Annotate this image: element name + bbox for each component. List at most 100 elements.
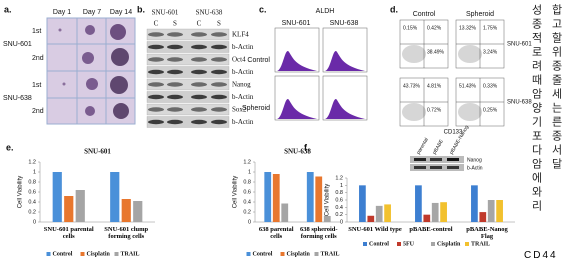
group-label: SNU-638 [3, 95, 32, 102]
protein-label: Sox2 [232, 106, 247, 114]
blot-strip [146, 103, 230, 116]
y-tick-label: 0.2 [28, 209, 36, 215]
bar [367, 215, 375, 222]
lane-label: C [197, 20, 202, 28]
x-tick-label: SNU-601 Wild type [348, 226, 402, 233]
band [211, 82, 227, 87]
band [211, 69, 227, 75]
side-text: CD44 [524, 250, 558, 261]
band [167, 44, 183, 50]
inset-blot [410, 156, 464, 171]
band [148, 82, 164, 87]
y-tick-label: 1 [248, 169, 251, 175]
y-tick-label: 0.8 [243, 179, 251, 185]
x-tick-label: pBABE-Nanog Flag [466, 226, 508, 240]
bar [281, 203, 289, 222]
band [191, 82, 207, 87]
legend-label: TRAIL [121, 251, 140, 257]
legend-swatch [114, 252, 119, 256]
band [167, 119, 183, 125]
band [148, 94, 164, 100]
blot-strip [146, 116, 230, 128]
legend-swatch [246, 252, 251, 256]
blot-strip [146, 28, 230, 41]
band [167, 57, 183, 62]
blot-strip [146, 66, 230, 78]
bar [431, 202, 439, 222]
row-label: 2nd [32, 108, 44, 115]
panel-label: c. [259, 4, 267, 14]
bar [133, 201, 143, 222]
y-tick-label: 1 [33, 169, 36, 175]
legend-swatch [80, 252, 85, 256]
quadrant-value: 51.43% [459, 83, 477, 89]
histogram [277, 51, 317, 71]
quadrant-value: 13.32% [459, 25, 477, 31]
y-tick-label: 0.6 [335, 197, 343, 203]
y-axis-label: Cell Viability [18, 176, 24, 209]
quadrant-value: 0.33% [483, 83, 498, 89]
column-label: Day 7 [83, 9, 101, 16]
cell-cloud [458, 103, 482, 121]
quadrant-value: 0.15% [403, 25, 418, 31]
histogram [277, 99, 317, 119]
column-label: Day 1 [53, 9, 71, 16]
y-tick-label: 1.2 [28, 159, 36, 165]
column-label: Spheroid [466, 11, 494, 18]
side-text: 합고할위종줄세는른종서달 [550, 4, 563, 172]
bar [315, 176, 323, 222]
panel-label: b. [137, 4, 145, 14]
bar [75, 190, 85, 222]
histogram [325, 99, 365, 119]
inset-label: parental [416, 137, 430, 156]
band [167, 107, 183, 112]
y-tick-label: 0.8 [335, 190, 343, 196]
y-tick-label: 1.2 [335, 175, 343, 181]
bar [359, 185, 366, 222]
band [148, 57, 164, 62]
histograms [274, 27, 368, 121]
y-axis-label: Cell Viability [233, 176, 239, 209]
chart-title: SNU-638 [284, 148, 311, 156]
bar [415, 185, 422, 222]
bar [306, 172, 314, 222]
y-tick-label: 1.2 [243, 159, 251, 165]
row-label: SNU-601 [507, 42, 532, 48]
cell-cloud [402, 45, 426, 63]
lane-label: S [173, 20, 177, 28]
legend-label: Control [369, 241, 389, 247]
side-text: 성종적로려때암양기포다암에와리 [530, 4, 543, 214]
band [167, 32, 183, 37]
row-label: SNU-638 [507, 100, 532, 106]
quadrant-value: 43.73% [403, 83, 421, 89]
y-axis-label: Cell Viability [325, 184, 331, 217]
protein-label: Oct4 [232, 56, 246, 64]
row-label: 2nd [32, 55, 44, 62]
legend-swatch [397, 242, 401, 246]
bar [52, 172, 62, 222]
bar [440, 202, 447, 222]
western-blots: KLF4 b-Actin Oct4 b-Actin Nanog b-Actin Sox2 b-… [146, 28, 254, 128]
row-label: 1st [32, 28, 41, 35]
bar [471, 185, 478, 222]
y-tick-label: 0.2 [243, 209, 251, 215]
band [148, 69, 164, 75]
quadrant-value: 0.25% [483, 107, 498, 113]
bar [64, 196, 74, 222]
blot-strip [146, 41, 230, 53]
inset-label: b-Actin [467, 165, 483, 171]
quadrant-value: 0.42% [427, 25, 442, 31]
legend-swatch [314, 252, 319, 256]
inset-label: Nanog [467, 157, 482, 163]
group-label: SNU-601 [3, 41, 32, 48]
band [211, 57, 227, 62]
quadrant-value: 0.72% [427, 107, 442, 113]
protein-label: b-Actin [232, 68, 254, 76]
quadrant-value: 3.24% [483, 49, 498, 55]
row-label: Spheroid [242, 105, 270, 112]
blot-strip [146, 91, 230, 103]
legend-swatch [280, 252, 285, 256]
bar [110, 172, 120, 222]
